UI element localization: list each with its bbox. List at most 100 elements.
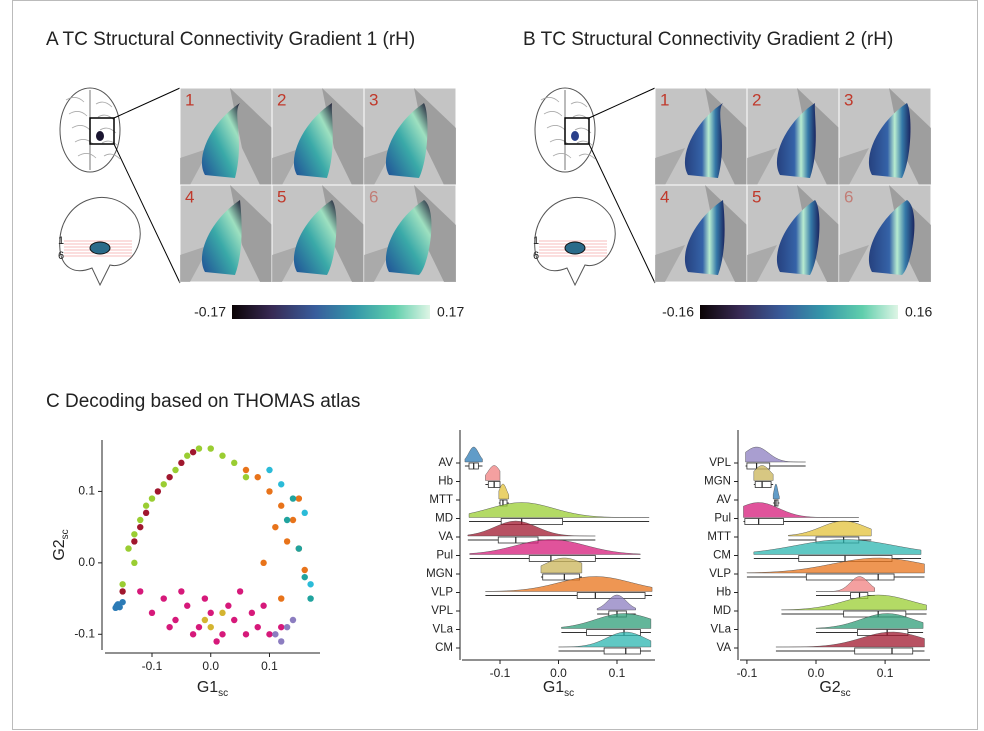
scatter-point (131, 538, 137, 544)
scatter-point (290, 495, 296, 501)
panel-c-title: C Decoding based on THOMAS atlas (46, 391, 360, 412)
violin (743, 503, 858, 518)
scatter-point (131, 531, 137, 537)
slice-label: 2 (752, 90, 761, 109)
scatter-point (112, 605, 118, 611)
scatter-point (119, 581, 125, 587)
scatter-point (290, 617, 296, 623)
scatter-point (255, 474, 261, 480)
scatter-point (302, 574, 308, 580)
box (806, 574, 894, 580)
zoom-line (589, 88, 655, 118)
scatter-point (119, 599, 125, 605)
sagittal-label: 6 (58, 250, 64, 262)
scatter-point (296, 495, 302, 501)
colorbar-min: -0.17 (194, 304, 226, 320)
scatter-point (208, 445, 214, 451)
thalamus-sagittal (565, 242, 585, 254)
axis-label-main: G2 (51, 539, 68, 560)
violin (470, 540, 641, 555)
scatter-point (172, 617, 178, 623)
category-label: MD (713, 605, 731, 617)
scatter-point (196, 445, 202, 451)
axis-label-sub: sc (564, 688, 574, 699)
violin (788, 521, 871, 536)
scatter-point (190, 631, 196, 637)
axis-label: G2sc (819, 679, 850, 698)
category-label: MTT (707, 531, 731, 543)
scatter-point (161, 481, 167, 487)
thalamus-mark (571, 131, 579, 141)
scatter-point (307, 581, 313, 587)
x-tick-label: 0.0 (808, 666, 825, 680)
scatter-point (149, 495, 155, 501)
scatter-point (202, 595, 208, 601)
scatter-point (296, 545, 302, 551)
scatter-point (137, 524, 143, 530)
scatter-point (137, 517, 143, 523)
scatter-point (225, 603, 231, 609)
slice-label: 3 (369, 90, 378, 109)
axis-label: G1sc (543, 679, 574, 698)
slice-label: 3 (844, 90, 853, 109)
scatter-point (219, 610, 225, 616)
scatter-point (166, 624, 172, 630)
violin (465, 447, 483, 462)
scatter-point (143, 510, 149, 516)
scatter-point (255, 624, 261, 630)
scatter-point (266, 488, 272, 494)
y-tick-label: 0.1 (78, 484, 95, 498)
scatter-point (137, 588, 143, 594)
scatter-point (284, 517, 290, 523)
scatter-point (243, 474, 249, 480)
figure: A TC Structural Connectivity Gradient 1 … (0, 0, 984, 731)
thalamus-sagittal (90, 242, 110, 254)
slice-label: 5 (752, 187, 761, 206)
scatter-point (219, 453, 225, 459)
scatter-point (155, 488, 161, 494)
category-label: Pul (436, 550, 453, 562)
scatter-point (143, 503, 149, 509)
scatter-point (178, 460, 184, 466)
scatter-point (243, 467, 249, 473)
category-label: VLa (711, 624, 732, 636)
category-label: CM (713, 550, 731, 562)
scatter-point (231, 460, 237, 466)
axis-label-main: G1 (543, 679, 564, 696)
box (855, 648, 913, 654)
violin (469, 503, 649, 518)
box (745, 519, 784, 525)
axis-label-main: G2 (819, 679, 840, 696)
violin (776, 632, 925, 647)
category-label: Hb (438, 476, 453, 488)
x-tick-label: 0.1 (261, 659, 278, 673)
sagittal-label: 6 (533, 250, 539, 262)
slice-label: 4 (185, 187, 194, 206)
category-label: VPL (709, 457, 731, 469)
category-label: VLa (433, 624, 454, 636)
scatter-point (284, 538, 290, 544)
x-tick-label: 0.0 (202, 659, 219, 673)
sagittal-label: 1 (58, 235, 64, 247)
x-tick-label: 0.1 (609, 666, 626, 680)
scatter-point (278, 503, 284, 509)
scatter-point (290, 517, 296, 523)
y-tick-label: 0.0 (78, 555, 95, 569)
scatter-point (284, 624, 290, 630)
slice-label: 1 (660, 90, 669, 109)
axis-label: G2sc (51, 529, 70, 560)
scatter-point (208, 610, 214, 616)
scatter-point (190, 449, 196, 455)
scatter-point (131, 560, 137, 566)
scatter-point (243, 631, 249, 637)
scatter-point (260, 560, 266, 566)
category-label: Pul (714, 513, 731, 525)
box (604, 648, 640, 654)
colorbar-max: 0.16 (905, 304, 932, 320)
scatter-point (237, 588, 243, 594)
colorbar-max: 0.17 (437, 304, 464, 320)
scatter-point (125, 545, 131, 551)
scatter-point (266, 631, 272, 637)
category-label: VA (439, 531, 454, 543)
scatter-point (161, 595, 167, 601)
